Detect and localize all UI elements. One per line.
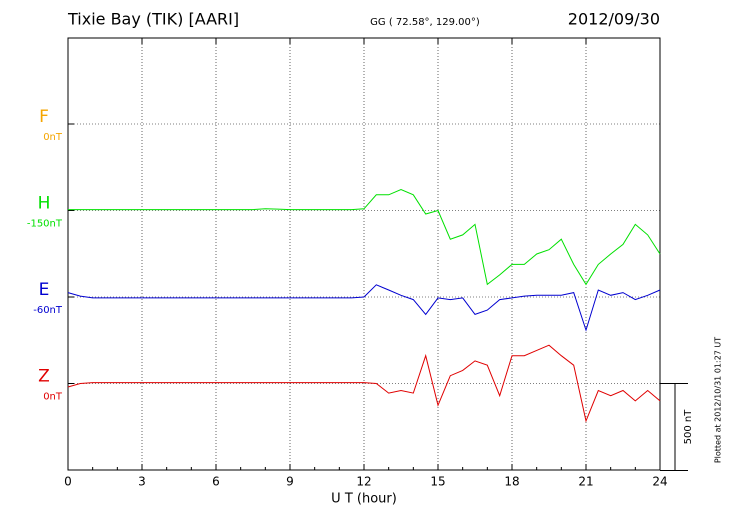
channel-name: Z [38,367,50,387]
x-tick-label: 9 [286,475,294,489]
chart-title: Tixie Bay (TIK) [AARI] [67,10,239,29]
channel-name: F [39,107,49,127]
x-tick-label: 0 [64,475,72,489]
chart-subtitle: GG ( 72.58°, 129.00°) [370,17,480,28]
channel-name: H [38,194,51,214]
baseline-label: 0nT [43,132,63,143]
side-note: Plotted at 2012/10/31 01:27 UT [714,337,723,463]
channel-name: E [39,280,50,300]
x-tick-label: 12 [356,475,371,489]
x-tick-label: 24 [652,475,667,489]
x-tick-label: 18 [504,475,519,489]
chart-date: 2012/09/30 [568,10,660,29]
x-tick-label: 6 [212,475,220,489]
baseline-label: -60nT [33,305,63,316]
x-tick-label: 21 [578,475,593,489]
trace [67,344,661,423]
scale-bar-label: 500 nT [683,409,694,445]
x-tick-label: 15 [430,475,445,489]
trace [68,189,661,286]
baseline-label: 0nT [43,392,63,403]
baseline-label: -150nT [27,219,63,230]
x-axis-label: U T (hour) [331,492,397,507]
x-tick-label: 3 [138,475,146,489]
trace [67,284,661,332]
